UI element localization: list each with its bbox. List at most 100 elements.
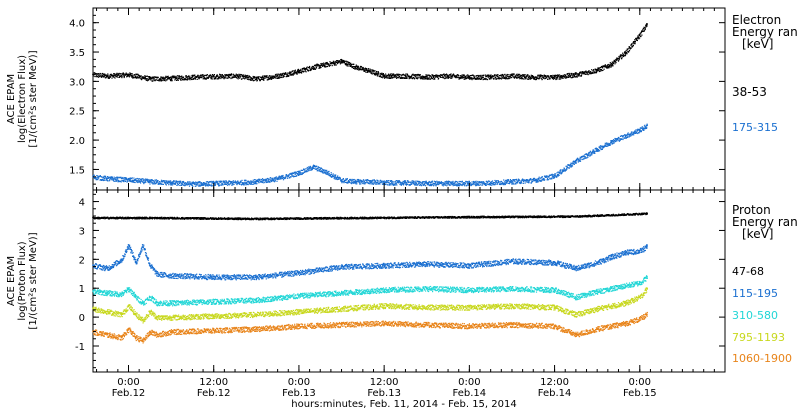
data-point — [525, 181, 527, 183]
data-point — [516, 76, 518, 78]
data-point — [538, 78, 540, 80]
data-point — [330, 173, 333, 175]
data-point — [516, 181, 518, 184]
data-point — [358, 181, 360, 183]
data-point — [224, 183, 226, 185]
data-point — [215, 181, 217, 183]
data-point — [415, 77, 418, 79]
data-point — [418, 183, 420, 185]
data-point — [584, 157, 586, 159]
data-point — [612, 142, 614, 145]
data-point — [252, 77, 254, 79]
data-point — [529, 76, 531, 78]
data-point — [319, 65, 321, 67]
data-point — [270, 179, 272, 181]
data-point — [354, 65, 357, 68]
data-point — [480, 75, 482, 77]
data-point — [108, 177, 110, 179]
data-point — [634, 40, 636, 42]
data-point — [382, 73, 384, 75]
data-point — [386, 184, 388, 186]
data-point — [340, 59, 342, 61]
data-point — [494, 183, 496, 186]
data-point — [188, 78, 191, 80]
data-point — [598, 68, 600, 70]
data-point — [219, 184, 221, 186]
data-point — [415, 74, 417, 76]
data-point — [356, 183, 358, 185]
data-point — [456, 76, 459, 78]
data-point — [564, 76, 566, 78]
data-point — [125, 74, 127, 76]
data-point — [637, 36, 639, 39]
data-point — [613, 142, 615, 144]
data-point — [485, 184, 488, 186]
data-point — [237, 75, 239, 77]
data-point — [361, 68, 363, 70]
data-point — [522, 179, 524, 181]
data-point — [529, 179, 531, 181]
data-point — [406, 73, 409, 76]
data-point — [350, 65, 352, 67]
data-point — [174, 183, 176, 185]
data-point — [555, 75, 557, 77]
data-point — [267, 79, 269, 81]
data-point — [452, 76, 454, 78]
data-point — [586, 153, 588, 155]
data-point — [283, 75, 285, 77]
data-point — [584, 156, 586, 158]
data-point — [464, 183, 466, 185]
data-point — [302, 67, 304, 70]
data-point — [333, 64, 335, 66]
data-point — [145, 181, 147, 183]
data-point — [123, 179, 125, 181]
data-point — [208, 184, 210, 186]
data-point — [232, 184, 234, 186]
data-point — [462, 183, 464, 185]
data-point — [192, 74, 194, 76]
data-point — [342, 178, 344, 180]
data-point — [134, 179, 136, 181]
data-point — [433, 185, 435, 187]
data-point — [132, 181, 134, 183]
data-point — [606, 145, 608, 147]
data-point — [214, 182, 216, 184]
data-point — [147, 181, 149, 184]
data-point — [255, 183, 257, 185]
data-point — [314, 68, 317, 70]
data-point — [277, 73, 279, 75]
data-point — [488, 75, 490, 78]
data-point — [218, 77, 220, 79]
data-point — [289, 71, 291, 73]
data-point — [312, 68, 314, 70]
data-point — [496, 77, 498, 80]
data-point — [428, 184, 430, 186]
data-point — [164, 182, 166, 184]
data-point — [644, 28, 646, 30]
data-point — [607, 67, 609, 69]
data-point — [144, 76, 146, 79]
data-point — [599, 150, 601, 152]
data-point — [122, 179, 124, 182]
data-point — [477, 184, 479, 186]
data-point — [454, 184, 457, 186]
data-point — [466, 182, 468, 184]
data-point — [339, 177, 341, 179]
data-point — [574, 73, 577, 76]
data-point — [441, 76, 443, 78]
data-point — [466, 184, 468, 186]
data-point — [566, 167, 568, 169]
data-point — [579, 156, 581, 158]
data-point — [266, 75, 268, 77]
data-point — [367, 179, 369, 181]
data-point — [107, 180, 109, 182]
data-point — [228, 76, 230, 78]
data-point — [186, 76, 188, 78]
data-point — [445, 73, 448, 75]
data-point — [422, 183, 424, 185]
data-point — [445, 77, 447, 79]
data-point — [290, 173, 292, 175]
data-point — [437, 76, 439, 78]
data-point — [387, 180, 389, 182]
data-point — [390, 180, 392, 182]
